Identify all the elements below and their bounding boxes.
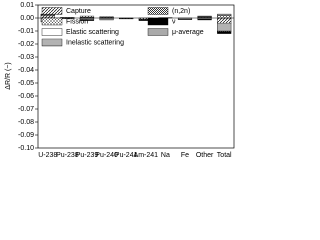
legend-swatch [41, 17, 63, 26]
legend-label: Fission [66, 18, 88, 25]
x-tick-label: Na [161, 152, 170, 159]
x-tick-label: Pu-238 [56, 152, 79, 159]
bar-segment [217, 13, 232, 16]
legend-swatch [147, 17, 169, 26]
legend-swatch [147, 7, 169, 15]
x-tick-label: Pu-240 [95, 152, 118, 159]
y-tick-label: -0.03 [18, 54, 34, 61]
bar-segment [217, 17, 232, 24]
legend-label: μ-average [172, 29, 204, 36]
y-tick-label: -0.02 [18, 41, 34, 48]
bar-segment [197, 19, 212, 21]
bar-segment [217, 23, 232, 32]
x-tick-label: Total [217, 152, 232, 159]
legend-swatch [147, 28, 169, 36]
x-tick-label: Pu-239 [76, 152, 99, 159]
y-tick-label: -0.07 [18, 106, 34, 113]
y-tick-label: -0.09 [18, 132, 34, 139]
x-tick-label: U-238 [38, 152, 57, 159]
bar-segment [197, 15, 212, 17]
legend-label: Capture [66, 8, 91, 15]
x-tick-label: Pu-241 [115, 152, 138, 159]
bar-segment [99, 17, 114, 21]
legend-label: Elastic scattering [66, 29, 119, 36]
legend-label: ν [172, 18, 176, 25]
y-tick-label: -0.01 [18, 28, 34, 35]
plot-frame [37, 4, 235, 149]
y-tick-label: -0.08 [18, 119, 34, 126]
bar-segment [79, 19, 95, 21]
legend-swatch [41, 7, 63, 15]
legend-label: (n,2n) [172, 8, 190, 15]
y-axis-label: ΔR/R (−) [5, 62, 12, 89]
x-tick-label: Fe [181, 152, 189, 159]
y-tick-label: -0.06 [18, 93, 34, 100]
x-tick-label: Am-241 [134, 152, 159, 159]
bar-segment [177, 18, 193, 20]
bar-segment [217, 31, 232, 34]
chart: ΔR/R (−) 0.01 0.00 -0.01 -0.02 -0.03 -0.04 -0.… [5, 2, 235, 159]
legend-label: Inelastic scattering [66, 39, 124, 46]
x-tick-label: Other [196, 152, 214, 159]
legend-swatch [41, 38, 63, 47]
y-tick-label: 0.01 [20, 2, 34, 9]
y-tick-label: -0.10 [18, 145, 34, 152]
y-tick-label: 0.00 [20, 15, 34, 22]
bar-segment [40, 15, 55, 19]
bar-segment [79, 15, 95, 18]
bar-segment [217, 15, 232, 19]
bar-segment [99, 16, 114, 18]
y-tick-label: -0.05 [18, 80, 34, 87]
y-tick-label: -0.04 [18, 67, 34, 74]
legend-swatch [41, 28, 63, 36]
